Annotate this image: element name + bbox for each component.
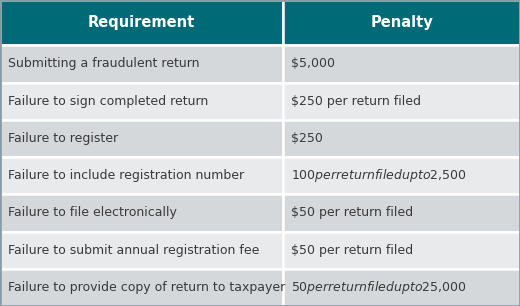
- Text: Submitting a fraudulent return: Submitting a fraudulent return: [8, 58, 199, 70]
- Text: $250 per return filed: $250 per return filed: [291, 95, 421, 108]
- Bar: [283, 120, 520, 157]
- Bar: [283, 83, 520, 120]
- Text: Failure to sign completed return: Failure to sign completed return: [8, 95, 208, 108]
- Bar: [283, 194, 520, 232]
- Text: $100 per return filed up to $2,500: $100 per return filed up to $2,500: [291, 167, 467, 184]
- Bar: [0, 0, 283, 45]
- Bar: [283, 0, 520, 45]
- Text: $250: $250: [291, 132, 323, 145]
- Text: Failure to file electronically: Failure to file electronically: [8, 206, 177, 219]
- Bar: [0, 232, 283, 269]
- Bar: [0, 269, 283, 306]
- Bar: [0, 194, 283, 232]
- Text: Penalty: Penalty: [370, 15, 433, 30]
- Bar: [283, 157, 520, 194]
- Text: Requirement: Requirement: [88, 15, 196, 30]
- Text: Failure to include registration number: Failure to include registration number: [8, 169, 244, 182]
- Bar: [0, 45, 283, 83]
- Bar: [0, 157, 283, 194]
- Text: Failure to register: Failure to register: [8, 132, 118, 145]
- Text: Failure to provide copy of return to taxpayer: Failure to provide copy of return to tax…: [8, 281, 285, 294]
- Text: $5,000: $5,000: [291, 58, 335, 70]
- Text: $50 per return filed: $50 per return filed: [291, 206, 413, 219]
- Bar: [283, 269, 520, 306]
- Bar: [0, 83, 283, 120]
- Text: $50 per return filed up to $25,000: $50 per return filed up to $25,000: [291, 279, 467, 296]
- Bar: [0, 120, 283, 157]
- Bar: [283, 45, 520, 83]
- Bar: [283, 232, 520, 269]
- Text: $50 per return filed: $50 per return filed: [291, 244, 413, 257]
- Text: Failure to submit annual registration fee: Failure to submit annual registration fe…: [8, 244, 259, 257]
